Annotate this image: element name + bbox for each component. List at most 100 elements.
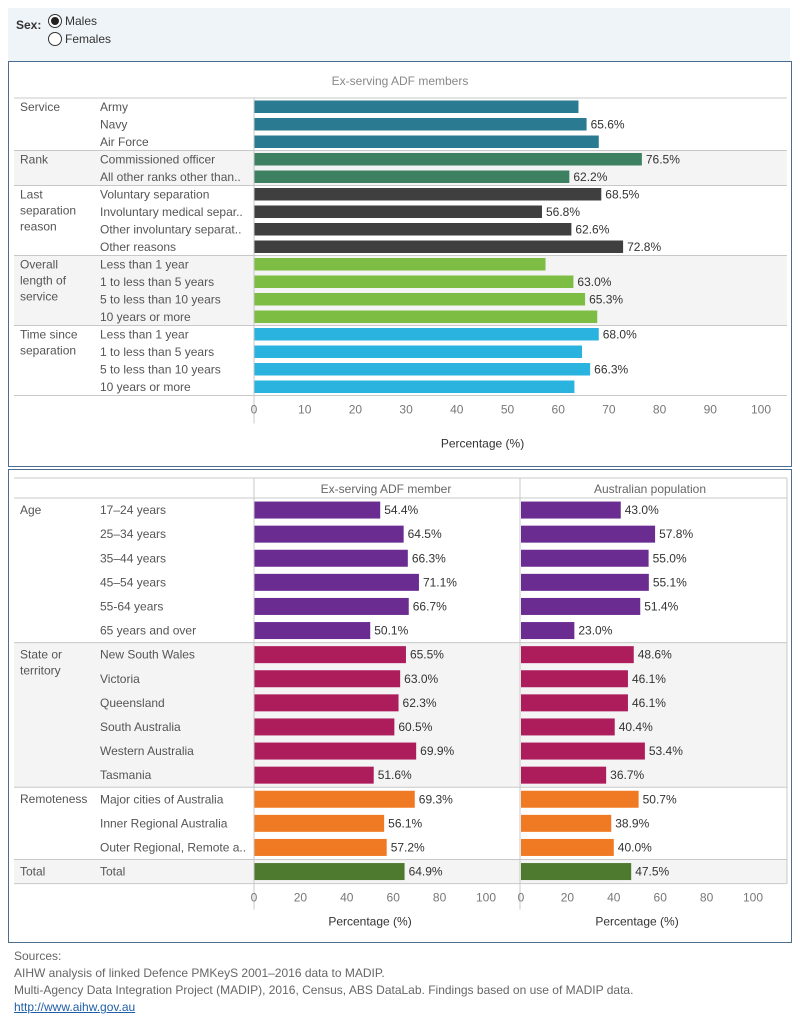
bar <box>254 258 546 271</box>
data-label: 62.2% <box>573 170 607 184</box>
data-label: 23.0% <box>578 624 612 638</box>
x-tick-label: 90 <box>704 403 718 417</box>
x-axis-label: Percentage (%) <box>595 915 678 929</box>
category-label: 5 to less than 10 years <box>100 292 221 306</box>
data-label: 71.1% <box>423 575 457 589</box>
data-label: 55.1% <box>653 575 687 589</box>
bar <box>521 838 614 856</box>
data-label: 48.6% <box>638 648 672 662</box>
bar <box>254 790 415 808</box>
data-label: 46.1% <box>632 672 666 686</box>
group-label: length of <box>20 274 67 288</box>
data-label: 63.0% <box>404 672 438 686</box>
sex-filter-label: Sex: <box>16 18 42 32</box>
data-label: 66.3% <box>412 551 446 565</box>
data-label: 38.9% <box>615 816 649 830</box>
data-label: 65.3% <box>589 292 623 306</box>
bar <box>254 293 586 306</box>
category-label: South Australia <box>100 720 181 734</box>
x-tick-label: 80 <box>700 891 714 905</box>
data-label: 62.6% <box>575 222 609 236</box>
category-label: Tasmania <box>100 768 152 782</box>
category-label: Less than 1 year <box>100 257 189 271</box>
data-label: 69.9% <box>420 744 454 758</box>
filter-bar: Sex: Males Females <box>8 8 790 61</box>
bar <box>254 205 542 218</box>
radio-females-circle[interactable] <box>48 32 62 46</box>
bar <box>254 718 395 736</box>
data-label: 43.0% <box>625 503 659 517</box>
sources-link[interactable]: http://www.aihw.gov.au <box>14 1000 136 1014</box>
data-label: 72.8% <box>627 240 661 254</box>
bar <box>254 694 399 712</box>
group-label: Last <box>20 188 43 202</box>
x-tick-label: 20 <box>561 891 575 905</box>
data-label: 46.1% <box>632 696 666 710</box>
radio-males-label: Males <box>65 14 98 28</box>
data-label: 57.8% <box>659 527 693 541</box>
bar <box>254 223 572 236</box>
chart-ex-serving-adf-members: Ex-serving ADF members Service Army Navy 65.… <box>14 74 787 451</box>
category-label: Other involuntary separat.. <box>100 222 241 236</box>
bar <box>254 573 419 591</box>
data-label: 66.3% <box>594 362 628 376</box>
bar <box>254 275 574 288</box>
bar <box>521 501 621 519</box>
bar <box>254 380 575 393</box>
category-label: 35–44 years <box>100 551 166 565</box>
panel-header: Australian population <box>594 482 706 496</box>
bar <box>521 694 628 712</box>
bar <box>254 670 401 688</box>
x-tick-label: 30 <box>399 403 413 417</box>
sources-line-1: AIHW analysis of linked Defence PMKeyS 2… <box>14 966 385 980</box>
data-label: 65.6% <box>591 117 625 131</box>
chart-panel-comparison: Ex-serving ADF member Australian populati… <box>8 469 792 943</box>
bar <box>254 118 587 131</box>
x-tick-label: 60 <box>387 891 401 905</box>
bar <box>254 814 385 832</box>
chart-panel-ex-serving: Ex-serving ADF members Service Army Navy 65.… <box>8 61 792 467</box>
x-tick-label: 50 <box>501 403 515 417</box>
data-label: 64.9% <box>409 865 443 879</box>
radio-selected-dot <box>51 17 59 25</box>
bar <box>521 863 632 881</box>
bar <box>521 814 612 832</box>
x-tick-label: 100 <box>743 891 763 905</box>
radio-males[interactable]: Males <box>48 14 97 28</box>
data-label: 47.5% <box>635 865 669 879</box>
data-label: 51.6% <box>378 768 412 782</box>
x-tick-label: 80 <box>653 403 667 417</box>
x-tick-label: 40 <box>340 891 354 905</box>
group-label: Age <box>20 503 42 517</box>
x-tick-label: 0 <box>251 403 258 417</box>
category-label: Victoria <box>100 672 140 686</box>
group-band <box>14 642 787 788</box>
bar <box>254 863 405 881</box>
group-label: reason <box>20 220 57 234</box>
bar <box>521 597 641 615</box>
category-label: 25–34 years <box>100 527 166 541</box>
bar <box>521 766 607 784</box>
radio-males-circle[interactable] <box>48 14 62 28</box>
bar <box>254 310 598 323</box>
group-label: service <box>20 290 58 304</box>
x-tick-label: 70 <box>602 403 616 417</box>
category-label: Other reasons <box>100 240 176 254</box>
bar <box>254 100 579 113</box>
bar <box>254 328 599 341</box>
radio-females[interactable]: Females <box>48 32 111 46</box>
data-label: 40.0% <box>618 840 652 854</box>
bar <box>521 622 575 640</box>
data-label: 60.5% <box>398 720 432 734</box>
category-label: Air Force <box>100 135 149 149</box>
data-label: 65.5% <box>410 648 444 662</box>
category-label: Outer Regional, Remote a.. <box>100 840 246 854</box>
bar <box>254 188 602 201</box>
group-label: territory <box>20 664 61 678</box>
x-tick-label: 100 <box>751 403 771 417</box>
group-label: separation <box>20 204 76 218</box>
data-label: 63.0% <box>577 275 611 289</box>
bar <box>521 742 645 760</box>
category-label: Western Australia <box>100 744 194 758</box>
category-label: Voluntary separation <box>100 187 209 201</box>
